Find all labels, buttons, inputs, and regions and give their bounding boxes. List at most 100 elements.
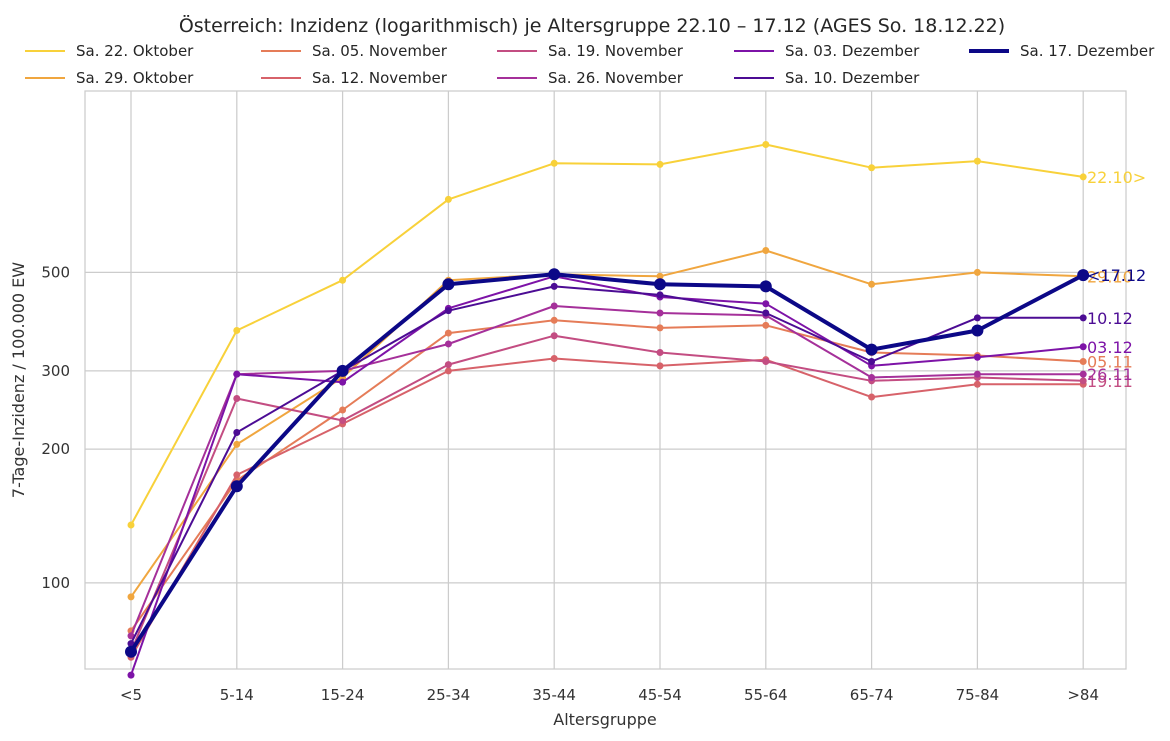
series-line [130, 275, 1084, 676]
legend-label: Sa. 22. Oktober [76, 42, 194, 60]
data-point [127, 593, 135, 601]
data-point [444, 307, 452, 315]
data-point [127, 521, 135, 529]
series-line [130, 143, 1084, 526]
data-point [127, 632, 135, 640]
legend-label: Sa. 10. Dezember [785, 69, 920, 87]
y-tick-label: 100 [41, 574, 70, 592]
data-point [550, 332, 558, 340]
data-point [230, 480, 243, 493]
data-point [656, 349, 664, 357]
data-point [865, 343, 878, 356]
end-label: 03.12 [1087, 338, 1133, 357]
data-point [1077, 269, 1090, 282]
series-3 [127, 316, 1087, 635]
legend-label: Sa. 29. Oktober [76, 69, 194, 87]
x-tick-label: 35-44 [532, 686, 576, 704]
series-line [130, 319, 1084, 632]
data-point [654, 278, 666, 291]
data-point [762, 321, 770, 329]
data-point [1079, 314, 1087, 322]
data-point [233, 440, 241, 448]
data-point [868, 164, 876, 172]
data-point [973, 314, 981, 322]
series-9 [125, 268, 1090, 658]
series-7 [127, 272, 1087, 679]
series-6 [127, 302, 1087, 640]
data-point [973, 370, 981, 378]
x-axis-label: Altersgruppe [553, 710, 656, 729]
data-point [550, 159, 558, 167]
data-point [1079, 343, 1087, 351]
data-point [339, 378, 347, 386]
data-point [868, 373, 876, 381]
data-point [444, 367, 452, 375]
data-point [973, 380, 981, 388]
x-tick-label: 45-54 [638, 686, 682, 704]
data-point [444, 329, 452, 337]
data-point [550, 282, 558, 290]
y-axis-label: 7-Tage-Inzidenz / 100.000 EW [9, 262, 28, 498]
series-line [130, 334, 1084, 653]
legend-item: Sa. 19. November [497, 42, 684, 60]
data-point [1079, 370, 1087, 378]
data-point [762, 300, 770, 308]
data-point [656, 291, 664, 299]
data-point [868, 358, 876, 366]
legend-item: Sa. 10. Dezember [734, 69, 920, 87]
data-point [339, 406, 347, 414]
legend-item: Sa. 03. Dezember [734, 42, 920, 60]
data-point [1079, 377, 1087, 385]
data-point [971, 324, 984, 337]
end-label: <17.12 [1087, 266, 1146, 285]
data-point [550, 354, 558, 362]
data-point [1079, 173, 1087, 181]
chart-title: Österreich: Inzidenz (logarithmisch) je … [179, 14, 1005, 37]
x-tick-label: 75-84 [956, 686, 1000, 704]
data-point [656, 362, 664, 370]
series-line [130, 285, 1084, 645]
legend-item: Sa. 12. November [261, 69, 448, 87]
data-point [339, 276, 347, 284]
y-tick-label: 500 [41, 263, 70, 281]
end-label: 29.10 [1087, 267, 1133, 286]
end-label: 26.11 [1087, 365, 1133, 384]
data-point [336, 364, 349, 377]
legend-label: Sa. 05. November [312, 42, 448, 60]
data-point [762, 141, 770, 149]
legend-label: Sa. 17. Dezember [1020, 42, 1155, 60]
plot-frame [84, 90, 1127, 670]
data-point [444, 195, 452, 203]
y-tick-label: 200 [41, 440, 70, 458]
data-point [656, 324, 664, 332]
data-point [1079, 358, 1087, 366]
data-point [656, 160, 664, 168]
x-tick-label: 15-24 [321, 686, 365, 704]
legend-label: Sa. 26. November [548, 69, 684, 87]
legend-item: Sa. 22. Oktober [25, 42, 194, 60]
data-point [550, 316, 558, 324]
series-5 [127, 332, 1087, 656]
data-point [759, 280, 772, 293]
data-point [762, 309, 770, 317]
data-point [444, 361, 452, 369]
data-point [973, 353, 981, 361]
series-4 [127, 354, 1087, 661]
data-point [127, 671, 135, 679]
data-point [973, 157, 981, 165]
data-point [868, 393, 876, 401]
series-line [130, 305, 1084, 637]
x-tick-label: >84 [1067, 686, 1099, 704]
series-1 [127, 141, 1087, 529]
x-tick-label: <5 [120, 686, 142, 704]
series-2 [127, 247, 1087, 601]
data-point [973, 268, 981, 276]
legend-item: Sa. 17. Dezember [969, 42, 1155, 60]
end-label: 22.10> [1087, 168, 1146, 187]
grid [85, 91, 1126, 669]
data-point [233, 471, 241, 479]
legend-label: Sa. 19. November [548, 42, 684, 60]
legend-label: Sa. 03. Dezember [785, 42, 920, 60]
